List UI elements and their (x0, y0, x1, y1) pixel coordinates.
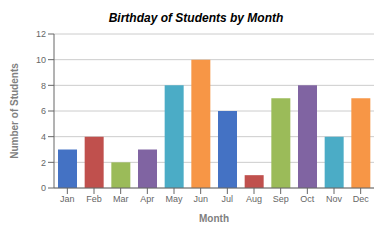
svg-text:Jun: Jun (193, 194, 208, 204)
svg-text:10: 10 (36, 55, 46, 65)
svg-text:Mar: Mar (113, 194, 129, 204)
svg-text:6: 6 (41, 106, 46, 116)
svg-text:Dec: Dec (353, 194, 370, 204)
svg-text:Feb: Feb (86, 194, 102, 204)
svg-text:12: 12 (36, 29, 46, 39)
html-text:Birthday of Students by Month: Birthday of Students by Month (108, 11, 284, 25)
svg-text:Aug: Aug (246, 194, 262, 204)
svg-text:Apr: Apr (140, 194, 154, 204)
svg-text:Month: Month (199, 213, 229, 224)
svg-text:4: 4 (41, 132, 46, 142)
svg-text:Number of Students: Number of Students (9, 63, 20, 159)
svg-text:8: 8 (41, 81, 46, 91)
svg-text:2: 2 (41, 158, 46, 168)
svg-text:May: May (165, 194, 183, 204)
svg-text:Nov: Nov (326, 194, 343, 204)
svg-text:0: 0 (41, 183, 46, 193)
svg-text:Oct: Oct (300, 194, 315, 204)
svg-text:Sep: Sep (273, 194, 289, 204)
svg-text:Jul: Jul (222, 194, 234, 204)
svg-text:Jan: Jan (60, 194, 75, 204)
